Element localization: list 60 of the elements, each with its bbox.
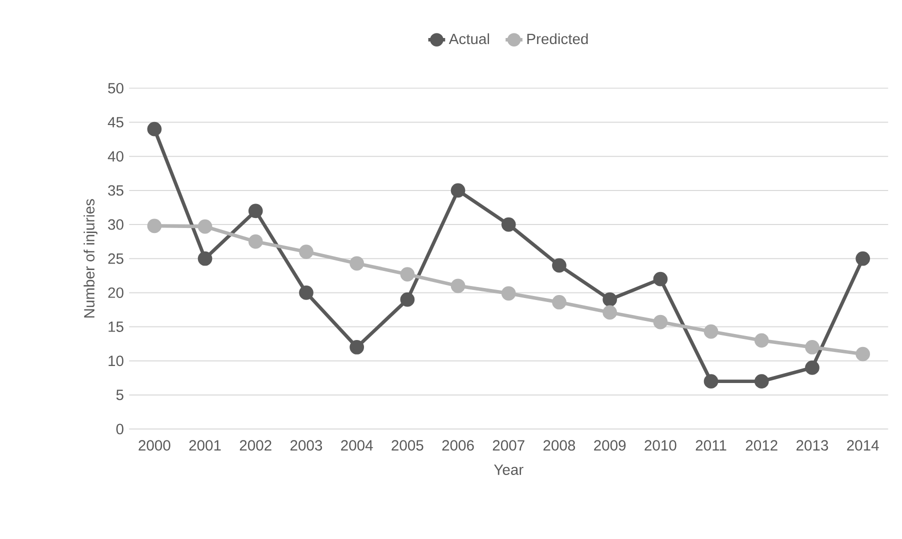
- point: [856, 346, 870, 362]
- y-tick-label: 15: [108, 322, 124, 332]
- x-tick-label: 2011: [696, 440, 726, 451]
- x-axis-title: Year: [494, 464, 524, 475]
- legend-label: Actual: [448, 33, 490, 44]
- legend-label: Predicted: [527, 33, 588, 44]
- x-tick-label: 2000: [138, 440, 170, 451]
- point: [350, 256, 364, 271]
- x-tick-label: 2007: [492, 440, 524, 451]
- x-tick-label: 2004: [341, 440, 373, 451]
- y-tick-label: 50: [108, 82, 124, 94]
- point: [653, 272, 668, 286]
- point: [805, 340, 820, 354]
- point: [501, 286, 516, 301]
- x-tick-label: 2008: [544, 440, 576, 451]
- point: [248, 234, 263, 249]
- point: [805, 360, 820, 375]
- point: [552, 295, 566, 310]
- y-tick-label: 10: [108, 356, 124, 366]
- point: [400, 267, 415, 282]
- x-tick-label: 2006: [442, 440, 474, 451]
- point: [350, 340, 364, 354]
- x-tick-label: 2013: [796, 440, 828, 451]
- point: [450, 183, 466, 198]
- point: [856, 251, 870, 266]
- point: [704, 374, 718, 388]
- x-tick-label: 2012: [746, 440, 778, 451]
- point: [653, 314, 668, 330]
- point: [299, 286, 314, 300]
- y-tick-label: 45: [108, 117, 124, 128]
- x-tick-label: 2002: [240, 440, 272, 451]
- point: [602, 292, 618, 307]
- y-tick-label: 35: [108, 185, 124, 196]
- point: [198, 251, 212, 266]
- y-tick-label: 30: [108, 219, 124, 230]
- point: [400, 292, 415, 307]
- point: [704, 324, 718, 339]
- point: [450, 278, 466, 294]
- x-tick-label: 2010: [644, 440, 676, 451]
- y-axis-title: Number of injuries: [84, 199, 98, 318]
- x-tick-label: 2001: [189, 440, 221, 451]
- point: [501, 217, 516, 232]
- point: [602, 305, 618, 320]
- point: [248, 204, 263, 218]
- y-tick-label: 20: [108, 287, 124, 298]
- y-tick-label: 5: [116, 390, 124, 400]
- y-tick-label: 25: [108, 253, 124, 264]
- point: [299, 244, 314, 259]
- point: [198, 219, 212, 234]
- x-tick-label: 2009: [594, 440, 626, 451]
- x-tick-label: 2005: [392, 440, 424, 451]
- point: [147, 218, 162, 234]
- y-tick-label: 0: [116, 424, 124, 434]
- point: [754, 333, 769, 348]
- x-tick-label: 2014: [847, 440, 879, 451]
- x-tick-label: 2003: [290, 440, 322, 451]
- point: [552, 258, 566, 273]
- y-tick-label: 40: [108, 151, 124, 162]
- point: [754, 374, 769, 388]
- point: [147, 122, 162, 136]
